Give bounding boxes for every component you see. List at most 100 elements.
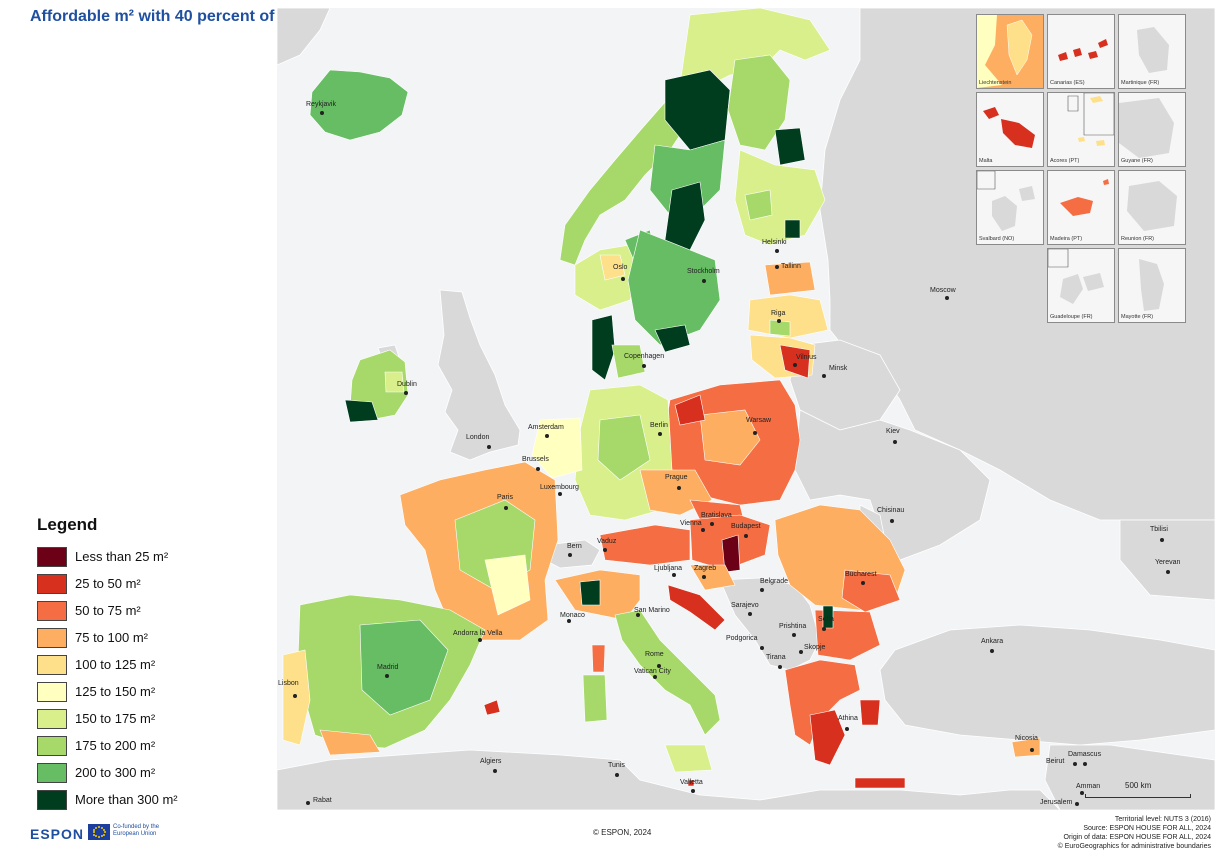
city-label-dublin: Dublin	[397, 381, 417, 388]
city-dot-andorra	[478, 638, 482, 642]
legend-label: Less than 25 m²	[75, 549, 169, 564]
legend-title: Legend	[37, 515, 98, 534]
inset-label-madeira: Madeira (PT)	[1050, 236, 1083, 242]
city-dot-vilnius	[793, 363, 797, 367]
city-dot-dublin	[404, 391, 408, 395]
inset-liechtenstein: Liechtenstein	[976, 14, 1044, 89]
city-dot-minsk	[822, 374, 826, 378]
city-dot-monaco	[567, 619, 571, 623]
city-label-moscow: Moscow	[930, 287, 956, 294]
city-label-vatican: Vatican City	[634, 668, 671, 675]
eu-flag-star	[103, 831, 106, 833]
balearic-region	[483, 699, 501, 716]
city-dot-damascus	[1083, 762, 1087, 766]
city-dot-bucharest	[861, 581, 865, 585]
inset-guadeloupe: Guadeloupe (FR)	[1047, 248, 1115, 323]
city-label-athina: Athina	[838, 715, 858, 722]
city-dot-amman	[1080, 791, 1084, 795]
inset-label-malta: Malta	[979, 158, 993, 164]
city-label-valletta: Valletta	[680, 779, 703, 786]
inset-reunion: Reunion (FR)	[1118, 170, 1186, 245]
city-label-helsinki: Helsinki	[762, 239, 787, 246]
city-label-monaco: Monaco	[560, 612, 585, 619]
city-dot-valletta	[691, 789, 695, 793]
city-dot-athina	[845, 727, 849, 731]
city-label-sarajevo: Sarajevo	[731, 602, 759, 609]
legend: Legend Less than 25 m² 25 to 50 m² 50 to 7…	[37, 515, 247, 813]
legend-item: 50 to 75 m²	[37, 597, 247, 624]
city-label-ankara: Ankara	[981, 638, 1004, 645]
inset-guyane-shape	[1119, 98, 1174, 158]
legend-item: 125 to 150 m²	[37, 678, 247, 705]
city-dot-prague	[677, 486, 681, 490]
city-label-tallinn: Tallinn	[781, 263, 801, 270]
eu-flag-star	[100, 826, 103, 829]
greenland-edge	[277, 8, 331, 66]
great-britain	[437, 289, 521, 461]
scale-label: 500 km	[1125, 781, 1152, 790]
city-label-tirana: Tirana	[766, 654, 786, 661]
city-dot-lisbon	[293, 694, 297, 698]
inset-mayotte-shape	[1139, 259, 1164, 311]
city-dot-helsinki	[775, 249, 779, 253]
inset-label-guyane: Guyane (FR)	[1121, 158, 1153, 164]
southeast-region	[774, 504, 906, 661]
eu-flag-star	[98, 836, 100, 838]
inset-canarias: Canarias (ES)	[1047, 14, 1115, 89]
city-dot-madrid	[385, 674, 389, 678]
legend-swatch	[37, 762, 67, 783]
city-dot-zagreb	[702, 575, 706, 579]
city-dot-stockholm	[702, 279, 706, 283]
city-label-podgorica: Podgorica	[726, 635, 758, 642]
city-label-beirut: Beirut	[1046, 758, 1065, 765]
city-dot-moscow	[945, 296, 949, 300]
cofunded-text: Co-funded by the European Union	[113, 824, 160, 837]
city-label-prague: Prague	[665, 474, 688, 481]
legend-item: 175 to 200 m²	[37, 732, 247, 759]
city-dot-chisinau	[890, 519, 894, 523]
city-label-luxembourg: Luxembourg	[540, 484, 579, 491]
espon-logo: ESPON	[30, 826, 85, 842]
city-label-berlin: Berlin	[650, 422, 668, 429]
city-label-nicosia: Nicosia	[1015, 735, 1038, 742]
city-dot-riga	[777, 319, 781, 323]
turkey	[879, 624, 1215, 746]
map-frame	[277, 8, 1215, 810]
eu-flag-star	[100, 835, 103, 838]
city-label-yerevan: Yerevan	[1155, 559, 1181, 566]
legend-label: 75 to 100 m²	[75, 630, 148, 645]
city-label-bratislava: Bratislava	[701, 512, 732, 519]
credit-line: Territorial level: NUTS 3 (2016)	[1114, 816, 1211, 823]
legend-swatch	[37, 627, 67, 648]
legend-swatch	[37, 708, 67, 729]
city-dot-oslo	[621, 277, 625, 281]
city-dot-london	[487, 445, 491, 449]
legend-swatch	[37, 681, 67, 702]
city-dot-reykjavik	[320, 111, 324, 115]
city-dot-rabat	[306, 801, 310, 805]
france-region	[399, 461, 559, 641]
city-label-vilnius: Vilnius	[796, 354, 817, 361]
inset-guyane: Guyane (FR)	[1118, 92, 1186, 167]
legend-label: 125 to 150 m²	[75, 684, 156, 699]
eu-flag-star	[102, 828, 105, 831]
city-dot-vatican	[653, 675, 657, 679]
eu-flag-icon	[88, 824, 110, 840]
poland-region	[664, 379, 801, 506]
legend-item: More than 300 m²	[37, 786, 247, 813]
central-europe-region	[531, 384, 746, 531]
legend-item: 200 to 300 m²	[37, 759, 247, 786]
city-dot-ankara	[990, 649, 994, 653]
city-label-andorra: Andorra la Vella	[453, 630, 503, 637]
city-label-rome: Rome	[645, 651, 664, 658]
legend-swatch	[37, 735, 67, 756]
city-dot-vaduz	[603, 548, 607, 552]
city-dot-podgorica	[760, 646, 764, 650]
credit-line: Origin of data: ESPON HOUSE FOR ALL, 202…	[1063, 834, 1211, 841]
city-label-amsterdam: Amsterdam	[528, 424, 564, 431]
city-label-chisinau: Chisinau	[877, 507, 905, 514]
inset-madeira-shape	[1060, 179, 1109, 216]
city-label-tbilisi: Tbilisi	[1150, 526, 1168, 533]
city-dot-luxembourg	[558, 492, 562, 496]
legend-label: 100 to 125 m²	[75, 657, 156, 672]
